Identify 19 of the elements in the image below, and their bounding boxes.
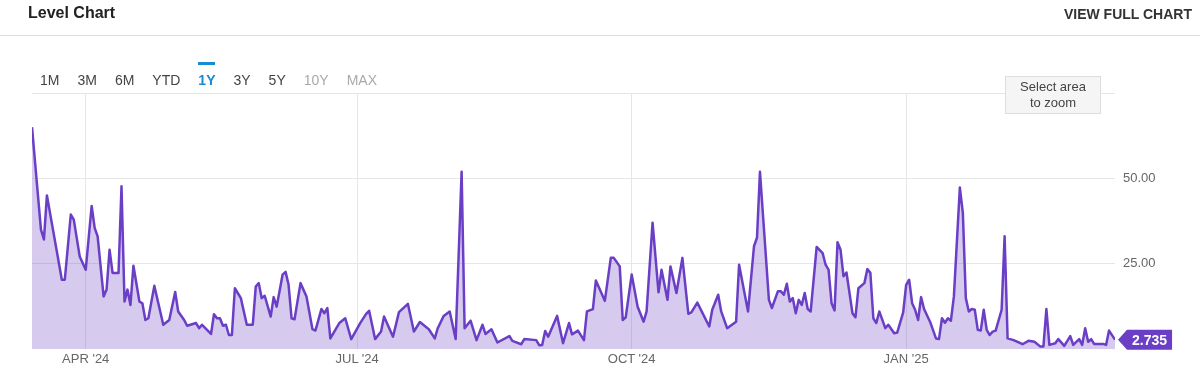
chart-title: Level Chart: [28, 4, 116, 22]
text: 3M: [77, 72, 97, 88]
text: MAX: [346, 72, 377, 88]
x-tick-label: JUL '24: [335, 351, 379, 367]
x-tick-label: OCT '24: [607, 351, 656, 367]
y-tick-label: 25.00: [1123, 255, 1156, 271]
text: 1Y: [198, 72, 216, 88]
annotation: Select area to zoom: [1005, 76, 1101, 114]
text: 3Y: [233, 72, 251, 88]
text: 10Y: [303, 72, 329, 88]
annotation: 2.735: [1132, 331, 1168, 348]
text: 5Y: [268, 72, 286, 88]
text: 1M: [40, 72, 60, 88]
x-tick-label: APR '24: [62, 351, 110, 367]
text: 6M: [114, 72, 135, 88]
y-tick-label: 50.00: [1123, 169, 1156, 185]
x-tick-label: JAN '25: [883, 351, 929, 367]
text: VIEW FULL CHART: [1063, 6, 1192, 22]
text: YTD: [152, 72, 181, 88]
